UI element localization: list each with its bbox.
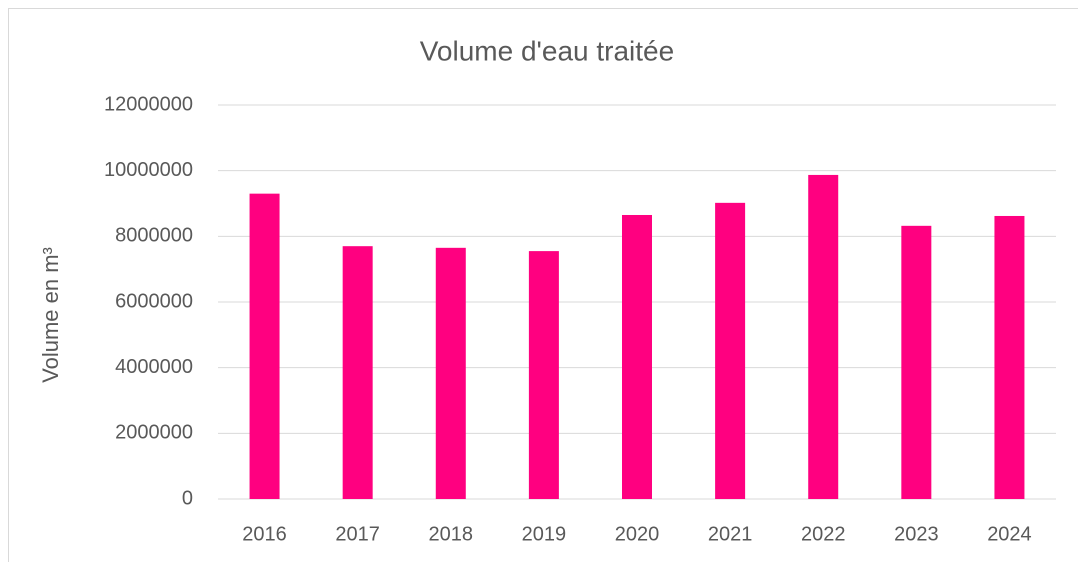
y-tick-label: 0: [182, 487, 193, 509]
x-tick-label: 2023: [894, 523, 939, 545]
x-tick-label: 2021: [708, 523, 753, 545]
bar: [901, 225, 932, 499]
bar: [715, 202, 746, 500]
y-tick-label: 4000000: [115, 356, 193, 378]
y-tick-label: 10000000: [104, 159, 193, 181]
x-tick-label: 2018: [429, 523, 474, 545]
chart-title: Volume d'eau traitée: [420, 35, 674, 66]
x-tick-label: 2017: [335, 523, 380, 545]
bar: [342, 246, 373, 499]
x-tick-label: 2019: [522, 523, 567, 545]
chart-border: [8, 8, 1078, 562]
bar: [528, 251, 559, 499]
bar: [994, 215, 1025, 499]
x-tick-label: 2016: [242, 523, 287, 545]
bar: [808, 174, 839, 499]
y-tick-label: 12000000: [104, 93, 193, 115]
y-tick-label: 6000000: [115, 290, 193, 312]
bar: [435, 247, 466, 499]
bar: [249, 193, 280, 499]
y-tick-label: 8000000: [115, 225, 193, 247]
bar: [622, 214, 652, 499]
y-axis-label: Volume en m³: [38, 247, 63, 383]
y-tick-label: 2000000: [115, 422, 193, 444]
x-tick-label: 2020: [615, 523, 660, 545]
x-tick-label: 2022: [801, 523, 846, 545]
x-tick-label: 2024: [987, 523, 1032, 545]
